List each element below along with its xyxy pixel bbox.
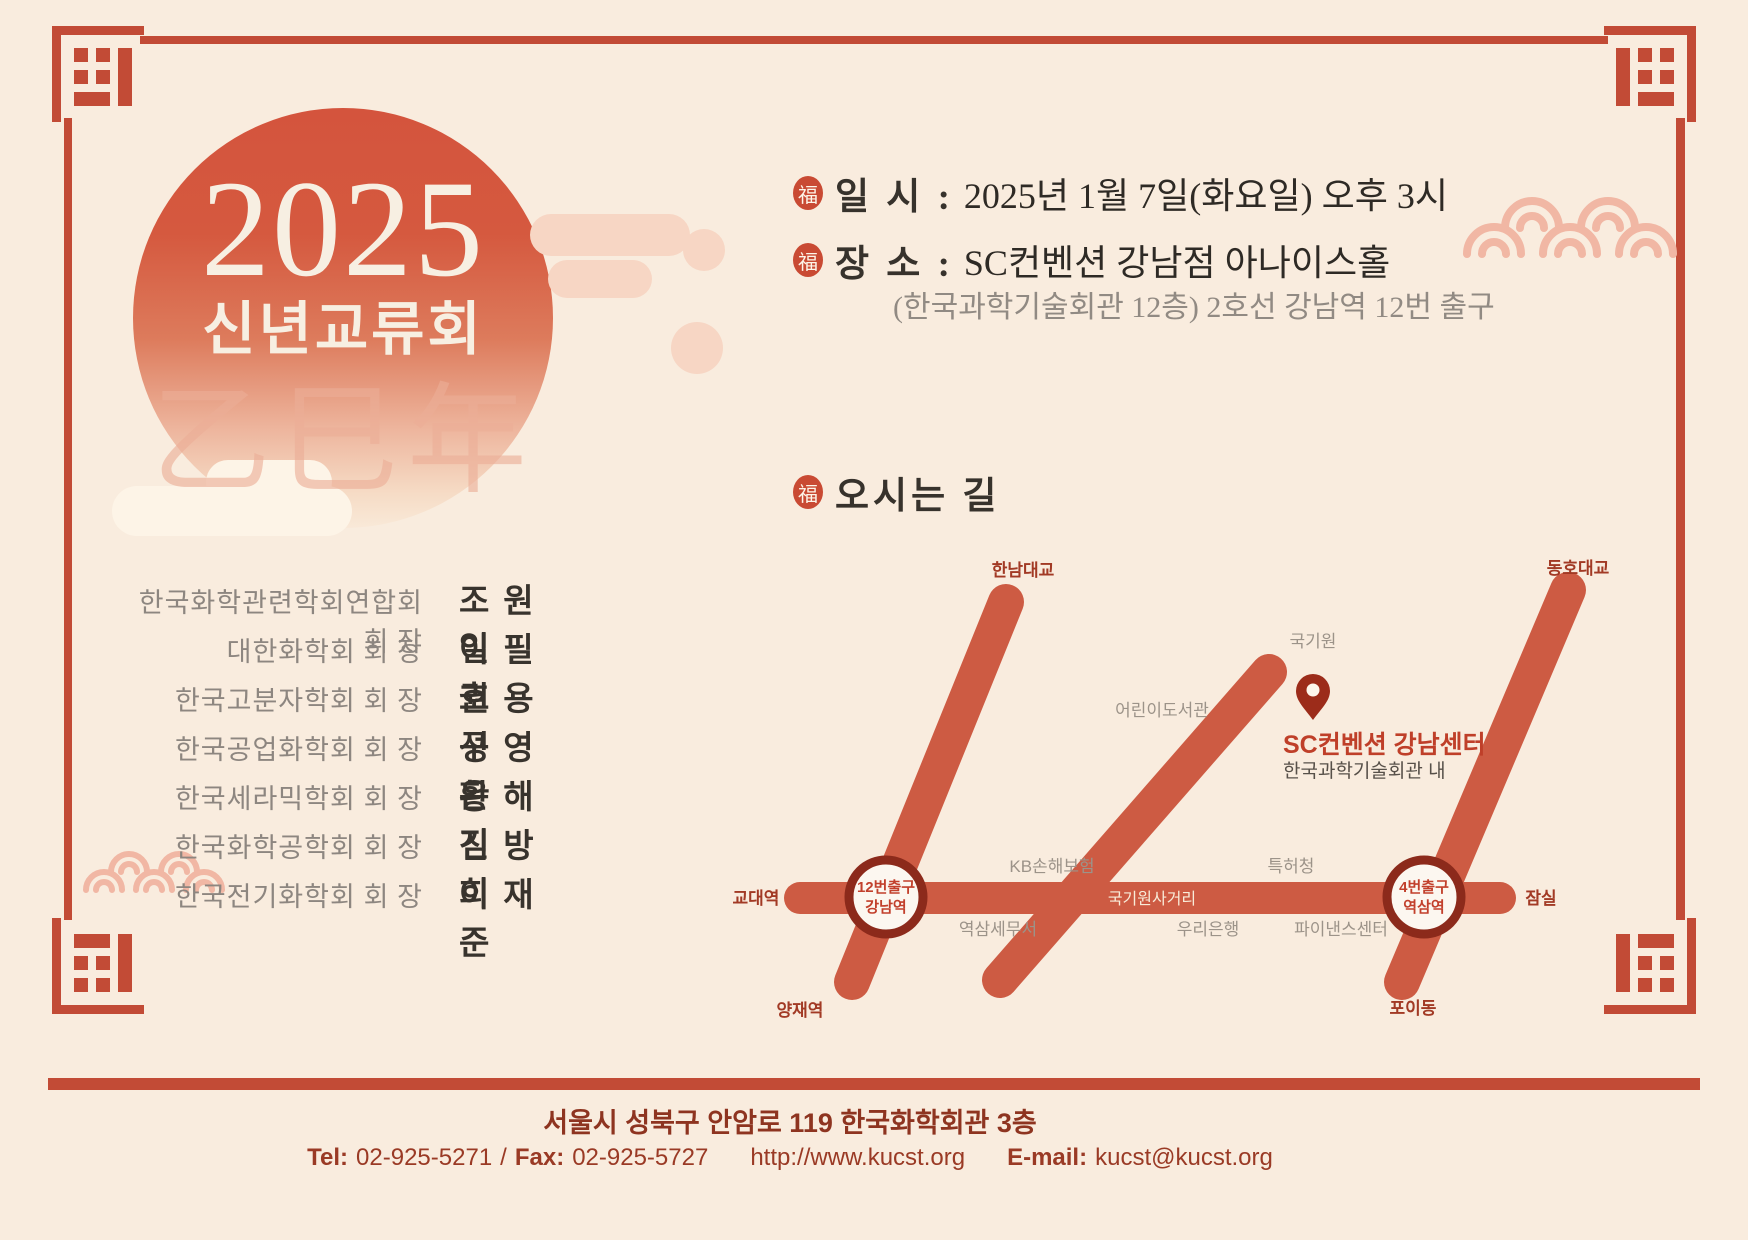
- datetime-value: 2025년 1월 7일(화요일) 오후 3시: [963, 176, 1448, 216]
- map-destination-title: SC컨벤션 강남센터: [1283, 731, 1486, 759]
- chair-org: 한국공업화학회 회 장: [174, 735, 423, 765]
- event-venue-row: 福 장 소 : SC컨벤션 강남점 아나이스홀: [793, 233, 1390, 287]
- fax-number: 02-925-5727: [572, 1144, 709, 1171]
- map-label-jamsil: 잠실: [1525, 889, 1556, 908]
- map-label-gukgiwon: 국기원: [1290, 632, 1337, 651]
- chair-name: 김방희: [459, 829, 548, 913]
- frame-corner-ornament-bottom-right: [1604, 918, 1696, 1014]
- frame-left-line: [64, 118, 72, 920]
- list-item: 한국화학관련학회연합회 회 장 조원일: [118, 574, 588, 668]
- map-destination-subtitle: 한국과학기술회관 내: [1283, 760, 1446, 782]
- list-item: 한국고분자학회 회 장 권용구: [118, 672, 588, 766]
- tel-number: 02-925-5271: [356, 1144, 493, 1171]
- venue-detail: (한국과학기술회관 12층) 2호선 강남역 12번 출구: [893, 291, 1495, 324]
- chair-name: 황해진: [459, 780, 548, 864]
- directions-map: 12번출구 강남역 4번출구 역삼역 한남대교 동호대교 국기원 어린이도서관 …: [733, 559, 1610, 1020]
- event-datetime-row: 福 일 시 : 2025년 1월 7일(화요일) 오후 3시: [793, 166, 1448, 220]
- list-item: 한국세라믹학회 회 장 황해진: [118, 770, 588, 864]
- map-label-children-library: 어린이도서관: [1115, 701, 1209, 720]
- title-gradient-circle: [133, 108, 553, 528]
- email-address: kucst@kucst.org: [1095, 1144, 1273, 1171]
- list-item: 한국화학공학회 회 장 김방희: [118, 819, 588, 913]
- frame-top-line: [140, 36, 1608, 44]
- directions-heading: 오시는 길: [835, 476, 1001, 517]
- station-exit-label: 4번출구: [1399, 879, 1449, 896]
- map-label-gyodae-station: 교대역: [733, 889, 780, 908]
- zodiac-year-watermark: 乙巳年: [151, 375, 535, 508]
- luck-badge-icon: 福: [793, 475, 823, 509]
- map-label-patent-office: 특허청: [1268, 857, 1315, 876]
- email-label: E-mail:: [1007, 1144, 1088, 1171]
- venue-label: 장 소 :: [835, 244, 954, 285]
- map-label-finance-center: 파이낸스센터: [1294, 920, 1388, 939]
- station-name-label: 강남역: [865, 898, 906, 916]
- directions-heading-row: 福 오시는 길: [793, 465, 1000, 519]
- station-yeoksam: 4번출구 역삼역: [1382, 855, 1466, 939]
- venue-value: SC컨벤션 강남점 아나이스홀: [963, 243, 1391, 283]
- tel-label: Tel:: [307, 1144, 349, 1171]
- luck-badge-icon: 福: [793, 243, 823, 277]
- separator-slash: /: [500, 1144, 507, 1171]
- map-label-poi-dong: 포이동: [1390, 999, 1437, 1018]
- chair-org: 한국세라믹학회 회 장: [174, 784, 423, 814]
- map-label-yangjae-station: 양재역: [777, 1001, 824, 1020]
- map-label-kb-insurance: KB손해보험: [1009, 857, 1094, 876]
- chair-name: 권용구: [459, 682, 548, 766]
- cloud-ornament-right: [530, 214, 725, 374]
- road-diagonal-gukgiwon: [982, 654, 1287, 998]
- chair-org: 대한화학회 회 장: [226, 637, 423, 667]
- station-gangnam: 12번출구 강남역: [844, 855, 928, 939]
- map-label-gukgiwon-intersection: 국기원사거리: [1108, 890, 1196, 908]
- luck-badge-icon: 福: [793, 176, 823, 210]
- chair-org: 한국화학관련학회연합회 회 장: [138, 588, 423, 657]
- footer-contact: Tel: 02-925-5271 / Fax: 02-925-5727 http://ww…: [0, 1144, 1580, 1172]
- datetime-label: 일 시 :: [835, 177, 954, 218]
- station-exit-label: 12번출구: [857, 879, 915, 896]
- frame-corner-ornament-top-left: [52, 26, 144, 122]
- chair-name: 조원일: [459, 584, 548, 668]
- map-label-woori-bank: 우리은행: [1177, 920, 1240, 939]
- chair-org: 한국고분자학회 회 장: [174, 686, 423, 716]
- frame-corner-ornament-top-right: [1604, 26, 1696, 122]
- title-year: 2025: [201, 152, 485, 305]
- wave-ornament-top-right: [1463, 197, 1677, 258]
- fax-label: Fax:: [514, 1144, 565, 1171]
- chair-name: 이필호: [459, 633, 548, 717]
- chair-name: 성영은: [459, 731, 548, 815]
- chair-org: 한국전기화학회 회 장: [174, 882, 423, 912]
- map-label-yeoksam-tax-office: 역삼세무서: [959, 920, 1037, 939]
- title-text: 신년교류회: [202, 297, 484, 362]
- list-item: 한국공업화학회 회 장 성영은: [118, 721, 588, 815]
- map-label-hannam-bridge: 한남대교: [992, 561, 1055, 580]
- footer-address: 서울시 성북구 안암로 119 한국화학회관 3층: [543, 1108, 1037, 1138]
- list-item: 대한화학회 회 장 이필호: [118, 623, 588, 717]
- map-label-dongho-bridge: 동호대교: [1547, 559, 1610, 578]
- chair-name: 이재준: [459, 878, 548, 962]
- map-pin-icon: [1296, 674, 1330, 720]
- website-url: http://www.kucst.org: [750, 1144, 966, 1171]
- frame-corner-ornament-bottom-left: [52, 918, 144, 1014]
- frame-bottom-line: [48, 1078, 1700, 1090]
- chair-org: 한국화학공학회 회 장: [174, 833, 423, 863]
- chairperson-list: 한국화학관련학회연합회 회 장 조원일 대한화학회 회 장 이필호 한국고분자학…: [118, 574, 588, 962]
- frame-right-line: [1676, 118, 1685, 920]
- station-name-label: 역삼역: [1403, 899, 1444, 916]
- list-item: 한국전기화학회 회 장 이재준: [118, 868, 588, 962]
